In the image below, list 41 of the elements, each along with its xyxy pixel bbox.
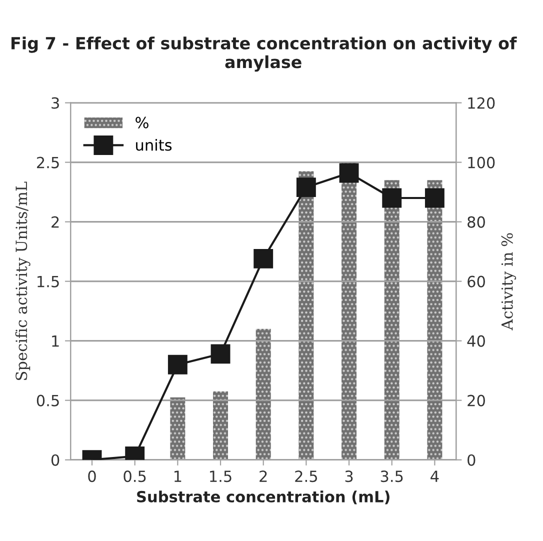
bar [170,397,186,460]
y-tick-label: 2.5 [36,156,59,168]
x-tick-label: 3 [345,470,353,482]
legend-label: % [136,116,148,128]
point [424,188,444,208]
y2-tick-label: 100 [468,156,495,168]
bar [256,328,271,460]
point [339,163,359,183]
bar [298,171,314,460]
y-tick-label: 1.5 [38,276,59,288]
point [296,178,316,198]
point [382,188,402,208]
chart-title: Fig 7 - Effect of substrate concentration on activity of amylase [12,36,517,72]
legend-label: units [136,138,172,151]
x-tick-label: 1.5 [210,470,232,482]
y-tick-label: 0 [51,454,60,466]
y2-tick-label: 20 [468,394,485,406]
x-tick-label: 0.5 [124,470,146,482]
y2-tick-label: 40 [467,335,485,347]
bar [213,391,228,460]
y2-tick-label: 80 [468,216,485,228]
y2-tick-label: 120 [468,97,495,109]
x-tick-label: 4 [430,470,439,482]
x-tick-label: 2.5 [295,470,318,482]
x-tick-label: 3.5 [380,470,403,482]
x-tick-label: 0 [88,470,96,482]
bar [427,180,442,460]
y-tick-label: 2 [52,216,59,228]
point [254,248,274,268]
y-tick-label: 0.5 [36,394,59,406]
y2-tick-label: 60 [468,276,485,288]
x-tick-label: 1 [174,470,182,482]
y2-axis-title: Activity in % [501,233,516,330]
y2-tick-label: 0 [468,454,476,466]
x-tick-label: 2 [260,470,267,482]
y-axis-title: Specific activity Units/mL [15,182,30,380]
y-tick-label: 3 [52,97,59,109]
bar [384,180,400,460]
x-axis-title: Substrate concentration (mL) [137,490,390,504]
y-tick-label: 1 [52,335,59,347]
bar [342,162,357,460]
